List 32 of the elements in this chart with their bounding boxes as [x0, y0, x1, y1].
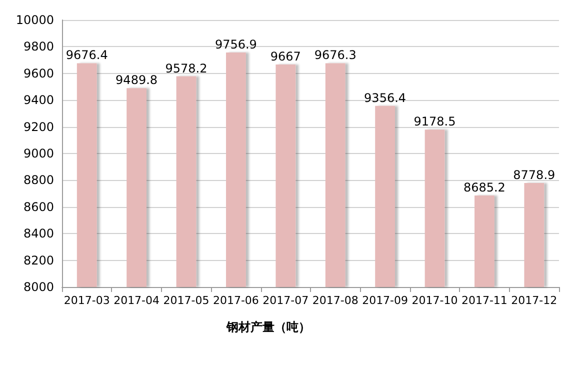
x-axis-title: 钢材产量（吨）	[226, 320, 310, 334]
data-label: 9178.5	[414, 114, 456, 129]
y-tick-label: 9600	[23, 66, 54, 80]
y-tick-label: 8200	[23, 253, 54, 268]
y-tick-label: 9400	[23, 93, 54, 108]
x-tick-label: 2017-12	[511, 294, 558, 307]
y-tick-label: 8400	[23, 226, 54, 241]
x-tick-label: 2017-08	[312, 294, 358, 307]
data-label: 8778.9	[513, 168, 556, 182]
x-tick-label: 2017-07	[262, 294, 309, 307]
y-tick-label: 8800	[23, 173, 54, 188]
x-tick-label: 2017-11	[461, 294, 508, 307]
data-label: 9578.2	[165, 61, 208, 76]
data-label: 9756.9	[214, 37, 257, 52]
x-tick-label: 2017-04	[114, 294, 160, 307]
x-tick-label: 2017-10	[412, 294, 458, 307]
data-label: 9676.4	[66, 48, 108, 62]
y-tick-label: 9200	[23, 120, 54, 134]
y-tick-label: 9000	[23, 146, 54, 160]
y-tick-label: 10000	[16, 13, 54, 27]
x-tick-label: 2017-06	[212, 294, 259, 307]
data-label: 9676.3	[314, 48, 356, 62]
y-tick-label: 9800	[23, 40, 54, 54]
data-label: 9356.4	[364, 90, 406, 105]
x-tick-label: 2017-05	[163, 294, 210, 307]
x-tick-label: 2017-09	[362, 294, 408, 307]
data-label: 9667	[270, 49, 301, 64]
data-label: 8685.2	[463, 180, 506, 195]
y-tick-label: 8600	[23, 200, 54, 214]
x-tick-label: 2017-03	[64, 294, 110, 307]
y-tick-label: 8000	[23, 280, 54, 294]
data-label: 9489.8	[116, 73, 158, 88]
